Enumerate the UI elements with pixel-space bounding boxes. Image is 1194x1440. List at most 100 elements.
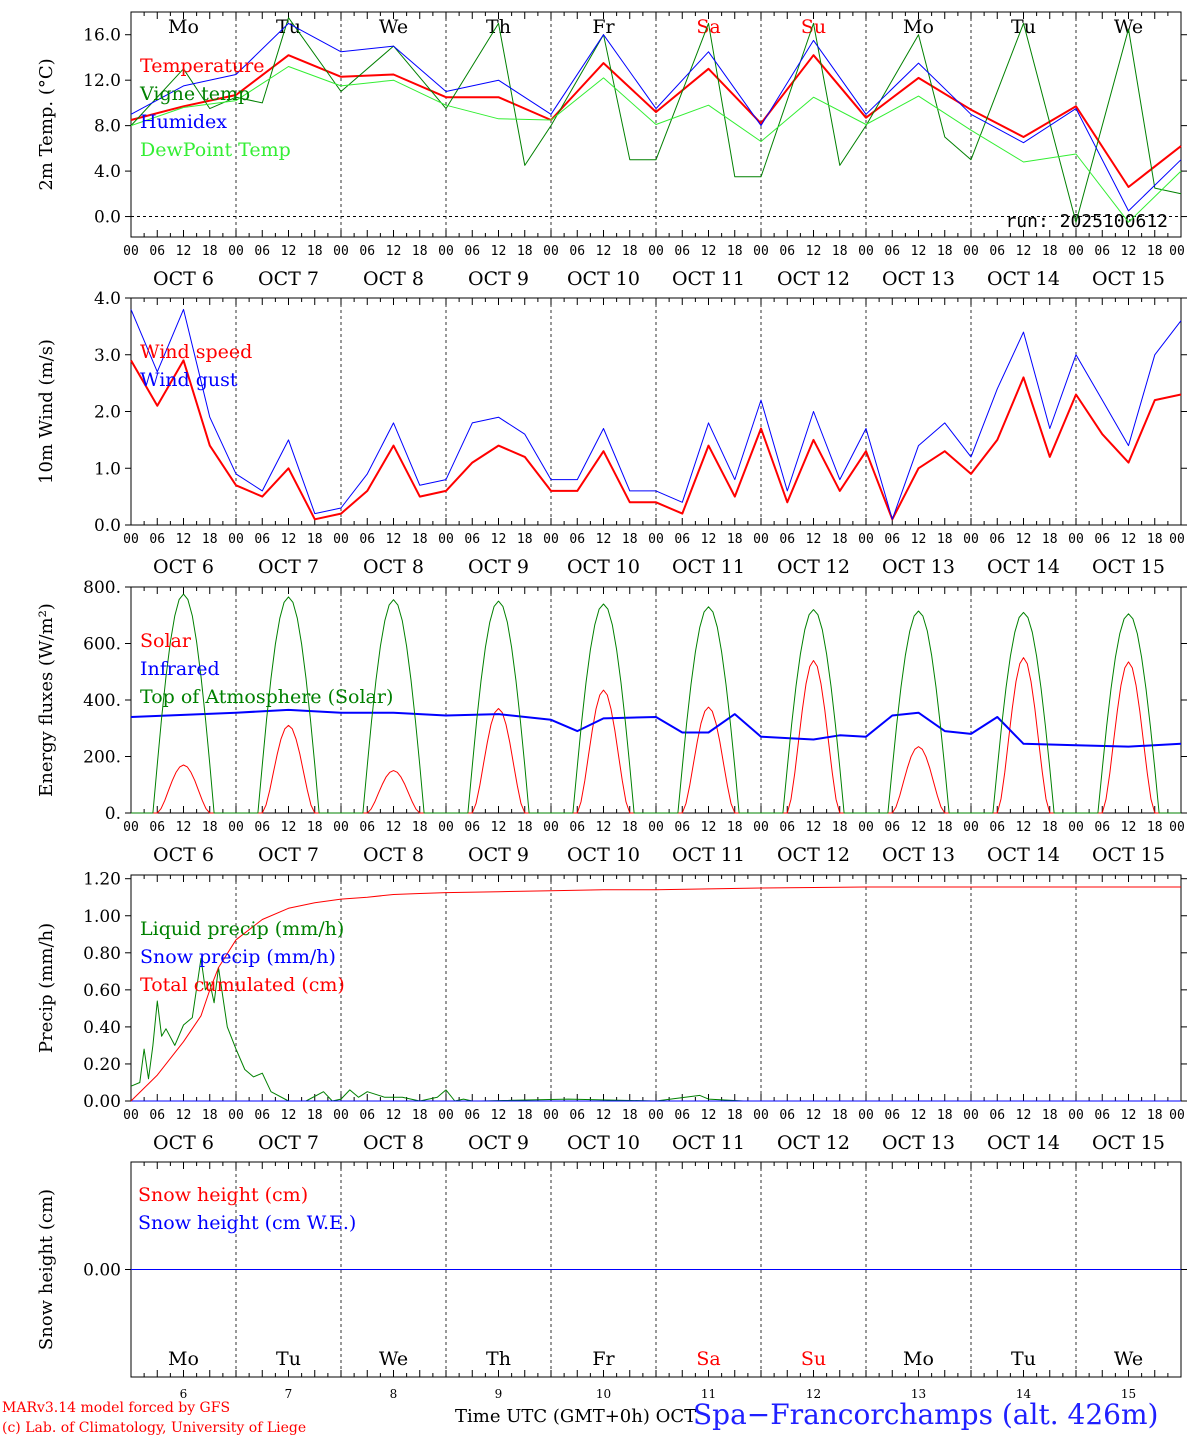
hour-tick-label: 00 [228, 244, 244, 259]
hour-tick-label: 00 [1169, 532, 1185, 547]
y-tick-label: 16.0 [83, 26, 121, 46]
legend-entry: Temperature [140, 55, 264, 77]
hour-tick-label: 00 [543, 820, 559, 835]
bottom-day-label: Mo [903, 1348, 934, 1370]
panel-temperature: 0.0 4.0 8.0 12.0 16.0 2m Temp. (°C) run: 20251… [36, 11, 1187, 290]
y-tick-label: 0.40 [83, 1018, 121, 1038]
day-label: Mo [168, 16, 199, 38]
date-label: OCT 7 [258, 1132, 319, 1154]
legend-entry: Humidex [140, 111, 227, 133]
hour-tick-label: 12 [806, 1108, 822, 1123]
hour-tick-label: 12 [176, 1108, 192, 1123]
hour-tick-label: 00 [1169, 820, 1185, 835]
station-name: Spa−Francorchamps (alt. 426m) [693, 1398, 1159, 1431]
hour-tick-label: 00 [123, 1108, 139, 1123]
hour-tick-label: 00 [753, 244, 769, 259]
day-label: Su [801, 16, 826, 38]
hour-tick-label: 18 [1042, 820, 1058, 835]
bottom-day-label: We [379, 1348, 408, 1370]
date-label: OCT 8 [363, 844, 424, 866]
date-label: OCT 7 [258, 268, 319, 290]
hour-tick-label: 18 [412, 820, 428, 835]
hour-tick-label: 06 [569, 1108, 585, 1123]
y-tick-label: 4.0 [94, 162, 121, 182]
hour-tick-label: 00 [438, 532, 454, 547]
bottom-day-label: Su [801, 1348, 826, 1370]
hour-tick-label: 18 [1147, 244, 1163, 259]
legend-entry: Wind gust [140, 369, 238, 391]
hour-tick-label: 12 [386, 244, 402, 259]
hour-tick-label: 18 [1042, 1108, 1058, 1123]
date-label: OCT 12 [777, 1132, 850, 1154]
y-tick-label: 0.80 [83, 944, 121, 964]
hour-tick-label: 18 [1147, 532, 1163, 547]
legend-entry: Vigne temp [139, 83, 250, 105]
hour-tick-label: 06 [779, 820, 795, 835]
hour-tick-label: 00 [963, 532, 979, 547]
hour-tick-label: 00 [858, 820, 874, 835]
hour-tick-label: 12 [1016, 532, 1032, 547]
hour-tick-label: 18 [727, 532, 743, 547]
hour-tick-label: 00 [1068, 244, 1084, 259]
panel-snow: 0.00 Snow height (cm) Snow height (cm) Snow… [36, 1161, 1187, 1401]
bottom-day-number: 8 [390, 1387, 398, 1401]
hour-tick-label: 12 [911, 1108, 927, 1123]
hour-tick-label: 06 [989, 1108, 1005, 1123]
hour-tick-label: 06 [254, 244, 270, 259]
bottom-day-label: Tu [276, 1348, 301, 1370]
hour-tick-label: 00 [1169, 244, 1185, 259]
hour-tick-label: 00 [333, 1108, 349, 1123]
bottom-day-number: 12 [806, 1387, 821, 1401]
date-label: OCT 6 [153, 1132, 214, 1154]
bottom-day-number: 7 [285, 1387, 293, 1401]
y-tick-label: 800. [83, 578, 121, 598]
y-tick-label: 600. [83, 635, 121, 655]
bottom-day-label: Th [486, 1348, 511, 1370]
hour-tick-label: 18 [517, 244, 533, 259]
hour-tick-label: 06 [254, 532, 270, 547]
hour-tick-label: 12 [1016, 244, 1032, 259]
hour-tick-label: 12 [1016, 1108, 1032, 1123]
hour-tick-label: 18 [1147, 1108, 1163, 1123]
hour-tick-label: 00 [963, 244, 979, 259]
hour-tick-label: 12 [386, 1108, 402, 1123]
hour-tick-label: 06 [149, 244, 165, 259]
bottom-day-number: 14 [1016, 1387, 1032, 1401]
hour-tick-label: 00 [438, 820, 454, 835]
date-label: OCT 14 [987, 844, 1060, 866]
hour-tick-label: 00 [753, 820, 769, 835]
hour-tick-label: 12 [491, 820, 507, 835]
hour-tick-label: 12 [1121, 820, 1137, 835]
series-wind-speed [130, 359, 1182, 521]
legend-entry: Liquid precip (mm/h) [140, 918, 344, 940]
hour-tick-label: 00 [858, 244, 874, 259]
hour-tick-label: 00 [648, 1108, 664, 1123]
day-label: Mo [903, 16, 934, 38]
bottom-day-number: 13 [911, 1387, 926, 1401]
hour-tick-label: 00 [438, 244, 454, 259]
series-humidex [130, 22, 1182, 212]
hour-tick-label: 18 [832, 820, 848, 835]
bottom-day-label: Sa [696, 1348, 720, 1370]
date-label: OCT 10 [567, 268, 640, 290]
day-label: Sa [696, 16, 720, 38]
date-label: OCT 14 [987, 1132, 1060, 1154]
hour-tick-label: 06 [149, 532, 165, 547]
y-axis-label: 10m Wind (m/s) [36, 339, 57, 484]
date-label: OCT 10 [567, 844, 640, 866]
hour-tick-label: 00 [333, 244, 349, 259]
day-label: We [1114, 16, 1143, 38]
hour-tick-label: 12 [806, 532, 822, 547]
hour-tick-label: 12 [281, 244, 297, 259]
hour-tick-label: 00 [1068, 1108, 1084, 1123]
hour-tick-label: 18 [622, 820, 638, 835]
y-tick-label: 0. [105, 804, 121, 824]
hour-tick-label: 12 [176, 820, 192, 835]
legend-entry: DewPoint Temp [140, 139, 291, 161]
hour-tick-label: 12 [596, 820, 612, 835]
series-top-of-atmosphere-solar [131, 593, 1181, 814]
date-label: OCT 8 [363, 268, 424, 290]
hour-tick-label: 12 [491, 244, 507, 259]
hour-tick-label: 00 [753, 1108, 769, 1123]
date-label: OCT 11 [672, 556, 745, 578]
